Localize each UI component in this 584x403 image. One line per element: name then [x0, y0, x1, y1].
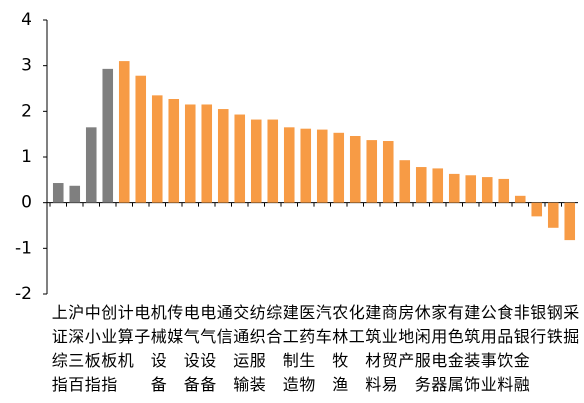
y-tick-label: -2 — [15, 284, 32, 304]
x-tick-label: 化工 — [346, 304, 365, 352]
x-tick-label: 有色金属 — [445, 304, 464, 400]
x-tick-label: 建工制造 — [280, 304, 299, 400]
x-tick-label: 建筑材料 — [362, 304, 381, 400]
x-tick-label: 电气设备 — [197, 304, 216, 400]
x-tick-label: 采掘 — [560, 304, 579, 352]
bar — [432, 168, 444, 203]
x-tick-label: 机械设备 — [148, 304, 167, 400]
bar — [184, 104, 196, 203]
bar — [531, 202, 543, 217]
bar — [250, 119, 262, 203]
x-tick-label: 计算机 — [115, 304, 134, 376]
x-tick-label: 商业贸易 — [379, 304, 398, 400]
x-tick-label: 家用电器 — [428, 304, 447, 400]
x-tick-label: 休闲服务 — [412, 304, 431, 400]
x-tick-label: 钢铁 — [544, 304, 563, 352]
bar — [300, 128, 312, 203]
bar — [498, 178, 510, 203]
bar — [85, 127, 97, 203]
bar — [399, 160, 411, 203]
bar — [547, 202, 559, 228]
bar — [283, 127, 295, 203]
bar — [168, 99, 180, 203]
x-tick-label: 电气设备 — [181, 304, 200, 400]
bar — [151, 95, 163, 203]
x-tick-label: 通信 — [214, 304, 233, 352]
x-tick-label: 纺织服装 — [247, 304, 266, 400]
bar — [448, 173, 460, 203]
bar — [135, 75, 147, 203]
x-tick-label: 创业板指 — [98, 304, 117, 400]
bar — [382, 141, 394, 203]
x-tick-label: 银行 — [527, 304, 546, 352]
bar — [465, 175, 477, 203]
x-tick-label: 上证综指 — [49, 304, 68, 400]
x-tick-label: 农林牧渔 — [329, 304, 348, 400]
bar — [316, 129, 328, 203]
x-tick-label: 中小板指 — [82, 304, 101, 400]
x-tick-label: 汽车 — [313, 304, 332, 352]
bar — [52, 183, 64, 203]
y-tick-label: 4 — [21, 10, 32, 30]
bar — [366, 140, 378, 203]
x-tick-label: 传媒 — [164, 304, 183, 352]
x-tick-label: 医药生物 — [296, 304, 315, 400]
y-tick-label: 2 — [21, 101, 32, 121]
x-tick-label: 沪深三百 — [65, 304, 84, 400]
bar — [201, 104, 213, 203]
bar — [234, 114, 246, 203]
x-tick-label: 食品饮料 — [494, 304, 513, 400]
bar — [333, 132, 345, 203]
y-tick-label: 0 — [21, 193, 32, 213]
y-tick-label: 1 — [21, 147, 32, 167]
y-tick-label: -1 — [15, 238, 32, 258]
bar — [69, 185, 81, 203]
bar — [564, 202, 576, 241]
y-tick-label: 3 — [21, 56, 32, 76]
x-tick-label: 房地产 — [395, 304, 414, 376]
x-tick-label: 综合 — [263, 304, 282, 352]
x-tick-label: 交通运输 — [230, 304, 249, 400]
bar — [349, 135, 361, 203]
bar — [267, 119, 279, 203]
bar — [415, 167, 427, 203]
bar — [481, 177, 493, 203]
x-tick-label: 非银金融 — [511, 304, 530, 400]
bar — [118, 61, 130, 203]
x-tick-label: 电子 — [131, 304, 150, 352]
x-tick-label: 公用事业 — [478, 304, 497, 400]
x-tick-label: 建筑装饰 — [461, 304, 480, 400]
bar — [514, 195, 526, 203]
bar — [102, 68, 114, 203]
bar — [217, 109, 229, 203]
